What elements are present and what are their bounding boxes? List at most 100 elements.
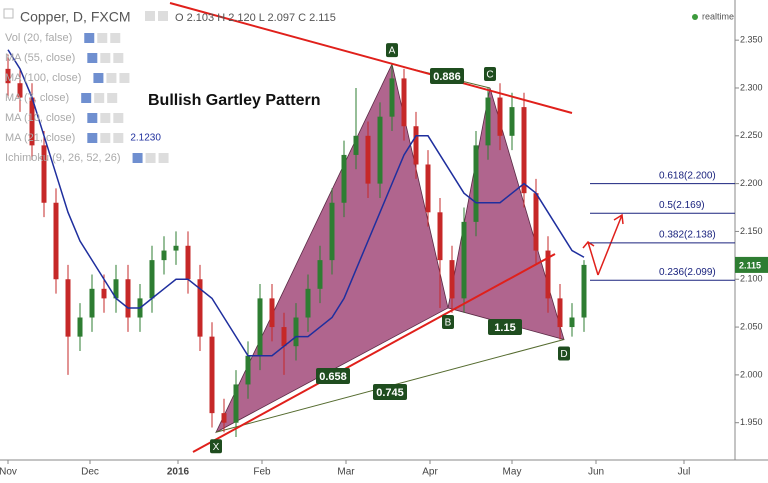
indicator-icon[interactable] [106, 73, 117, 83]
fib-label: 0.236(2.099) [659, 267, 716, 278]
settings-icon[interactable] [145, 11, 155, 21]
indicator-icon[interactable] [87, 133, 98, 143]
indicator-icon[interactable] [100, 53, 111, 63]
indicator-name[interactable]: Vol (20, false) [5, 32, 72, 44]
candle-body [533, 193, 539, 251]
candle-body [437, 212, 443, 261]
candle-body [305, 288, 311, 318]
candle-body [557, 298, 563, 328]
fib-label: 0.5(2.169) [659, 200, 705, 211]
candle-body [509, 107, 515, 136]
y-tick-label: 2.350 [740, 35, 763, 45]
support-line [192, 253, 556, 453]
ratio-label: 0.658 [319, 371, 347, 383]
point-label: B [445, 318, 452, 329]
y-tick-label: 2.050 [740, 321, 763, 331]
indicator-icon[interactable] [100, 133, 111, 143]
indicator-name[interactable]: MA (100, close) [5, 72, 81, 84]
x-tick-label: 2016 [167, 467, 190, 478]
resistance-line [169, 2, 573, 114]
x-tick-label: Jun [588, 467, 604, 478]
candle-body [113, 279, 119, 299]
candle-body [461, 221, 467, 299]
candle-body [173, 245, 179, 251]
candle-body [65, 279, 71, 337]
indicator-icon[interactable] [113, 133, 124, 143]
ratio-label: 0.745 [376, 387, 404, 399]
arrow [587, 241, 599, 276]
point-label: C [486, 70, 493, 81]
y-tick-label: 2.000 [740, 369, 763, 379]
x-tick-label: May [503, 467, 522, 478]
indicator-icon[interactable] [158, 153, 169, 163]
indicator-name[interactable]: MA (7, close) [5, 92, 69, 104]
candle-body [221, 413, 227, 423]
indicator-icon[interactable] [87, 113, 98, 123]
moving-average [7, 49, 585, 357]
ratio-box [430, 68, 464, 84]
candle-body [89, 288, 95, 318]
candle-body [317, 260, 323, 289]
ratio-label: 0.886 [433, 71, 461, 83]
indicator-icon[interactable] [107, 93, 118, 103]
indicator-icon[interactable] [97, 33, 108, 43]
point-label-box [210, 439, 222, 454]
indicator-value: 2.1230 [130, 133, 161, 144]
close-icon[interactable] [158, 11, 168, 21]
indicator-icon[interactable] [110, 33, 121, 43]
arrow-head [582, 241, 595, 249]
point-label: X [213, 442, 220, 453]
indicator-icon[interactable] [84, 33, 95, 43]
y-tick-label: 2.300 [740, 82, 763, 92]
candle-body [425, 164, 431, 213]
indicator-icon[interactable] [132, 153, 143, 163]
menu-icon[interactable] [3, 8, 14, 19]
candle-body [245, 355, 251, 385]
candle-body [101, 288, 107, 299]
point-label-box [484, 66, 496, 81]
candle-body [389, 78, 395, 117]
x-tick-label: Jul [678, 467, 691, 478]
ratio-box [373, 384, 407, 400]
indicator-icon[interactable] [113, 53, 124, 63]
indicator-name[interactable]: MA (10, close) [5, 112, 75, 124]
indicator-name[interactable]: MA (21, close) [5, 132, 75, 144]
arrow [597, 214, 623, 276]
last-price-label: 2.115 [739, 260, 761, 270]
candle-body [365, 135, 371, 184]
candle-body [353, 135, 359, 155]
candle-body [209, 336, 215, 414]
candle-body [581, 264, 587, 318]
x-tick-label: Feb [253, 467, 271, 478]
status-dot [692, 14, 698, 20]
y-tick-label: 2.250 [740, 130, 763, 140]
candle-body [497, 97, 503, 136]
ratio-label: 1.15 [494, 322, 515, 334]
candle-body [485, 97, 491, 146]
indicator-icon[interactable] [93, 73, 104, 83]
indicator-icon[interactable] [81, 93, 92, 103]
status-text: realtime [702, 11, 734, 21]
candle-body [29, 97, 35, 146]
y-tick-label: 1.950 [740, 417, 763, 427]
candle-body [17, 83, 23, 98]
indicator-icon[interactable] [119, 73, 130, 83]
candle-body [161, 250, 167, 261]
fib-label: 0.382(2.138) [659, 230, 716, 241]
point-label: A [389, 46, 396, 57]
indicator-icon[interactable] [87, 53, 98, 63]
ratio-box [488, 319, 522, 335]
pattern-title: Bullish Gartley Pattern [148, 92, 321, 109]
indicator-name[interactable]: Ichimoku (9, 26, 52, 26) [5, 152, 121, 164]
plot-area [5, 49, 587, 438]
indicator-icon[interactable] [100, 113, 111, 123]
indicator-icon[interactable] [145, 153, 156, 163]
point-label-box [558, 346, 570, 361]
indicator-name[interactable]: MA (55, close) [5, 52, 75, 64]
indicator-icon[interactable] [94, 93, 105, 103]
x-tick-label: Dec [81, 467, 99, 478]
candle-body [77, 317, 83, 337]
candle-body [377, 116, 383, 184]
indicator-icon[interactable] [113, 113, 124, 123]
